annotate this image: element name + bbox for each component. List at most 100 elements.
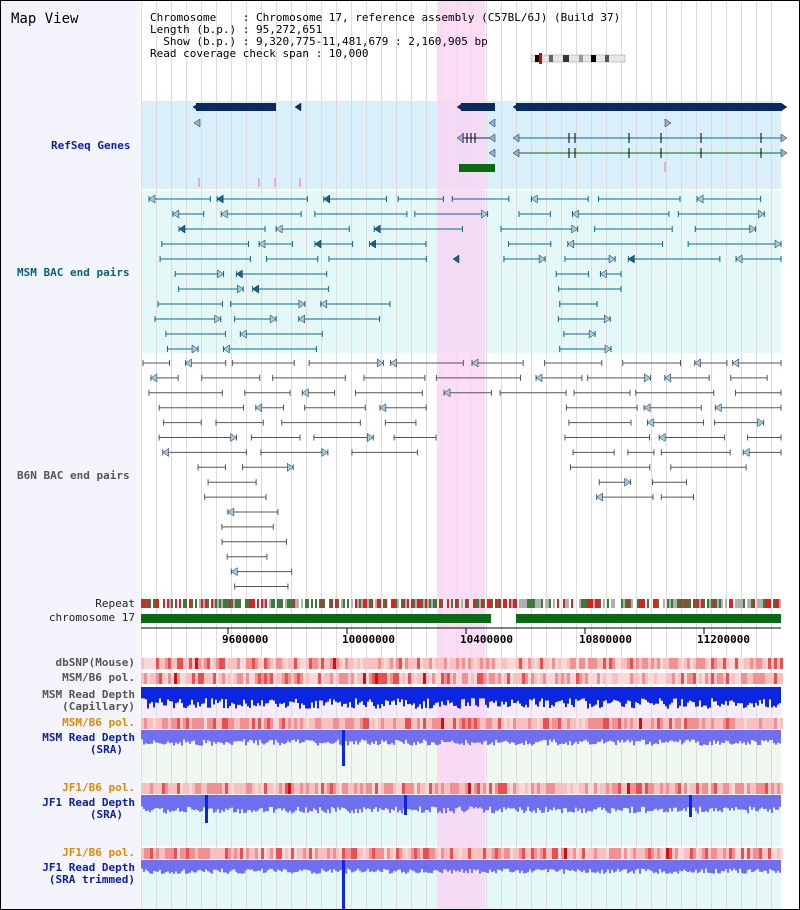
read-depth-bar — [361, 860, 363, 873]
polymorphism-bin — [327, 848, 330, 859]
read-depth-bar — [235, 687, 237, 709]
polymorphism-bin — [492, 718, 495, 729]
polymorphism-bin — [369, 718, 372, 729]
track-label-b6n-bac[interactable]: B6N BAC end pairs — [17, 469, 130, 482]
polymorphism-bin — [435, 718, 438, 729]
polymorphism-bin — [504, 718, 507, 729]
read-depth-bar — [565, 687, 567, 708]
read-depth-bar — [245, 687, 247, 704]
track-label-msm-b6-pol-1[interactable]: MSM/B6 pol. — [62, 671, 135, 684]
read-depth-bar — [221, 730, 223, 743]
track-label-refseq[interactable]: RefSeq Genes — [51, 139, 131, 152]
repeat-mark — [487, 599, 489, 608]
read-depth-bar — [201, 730, 203, 746]
polymorphism-bin — [375, 848, 378, 859]
read-depth-bar — [535, 687, 537, 705]
polymorphism-bin — [672, 783, 675, 794]
read-depth-bar — [273, 687, 275, 701]
track-label-msm-bac[interactable]: MSM BAC end pairs — [17, 266, 130, 279]
repeat-mark — [207, 599, 209, 608]
read-depth-bar — [409, 795, 411, 810]
polymorphism-bin — [357, 718, 360, 729]
read-depth-bar — [185, 730, 187, 743]
read-depth-bar — [741, 687, 743, 704]
b6n-bac-pair-arrow — [664, 373, 672, 383]
polymorphism-bin — [432, 658, 435, 669]
track-label-msm-b6-pol-2[interactable]: MSM/B6 pol. — [62, 716, 135, 729]
polymorphism-bin — [486, 848, 489, 859]
read-depth-bar — [653, 687, 655, 705]
read-depth-bar — [233, 860, 235, 870]
read-depth-bar — [453, 795, 455, 814]
read-depth-bar — [597, 795, 599, 808]
b6n-bac-pair-arrow — [643, 403, 651, 413]
read-depth-bar — [453, 860, 455, 870]
polymorphism-bin — [705, 658, 708, 669]
polymorphism-bin — [570, 673, 573, 684]
read-depth-bar — [391, 795, 393, 810]
polymorphism-bin — [201, 718, 204, 729]
read-depth-bar — [317, 730, 319, 746]
polymorphism-bin — [777, 673, 780, 684]
polymorphism-bin — [273, 848, 276, 859]
polymorphism-bin — [231, 783, 234, 794]
polymorphism-bin — [243, 718, 246, 729]
track-label-jf1-b6-pol-1[interactable]: JF1/B6 pol. — [62, 781, 135, 794]
repeat-mark — [307, 599, 309, 608]
read-depth-bar — [333, 860, 335, 870]
read-depth-bar — [173, 860, 175, 874]
track-label-chromosome[interactable]: chromosome 17 — [48, 611, 135, 624]
read-depth-bar — [215, 795, 217, 812]
read-depth-bar — [553, 730, 555, 740]
polymorphism-bin — [723, 673, 726, 684]
track-label-msm-depth-capillary[interactable]: MSM Read Depth — [42, 688, 135, 701]
polymorphism-bin — [213, 848, 216, 859]
read-depth-bar — [773, 795, 775, 808]
read-depth-bar — [693, 795, 695, 808]
polymorphism-bin — [696, 848, 699, 859]
repeat-mark — [687, 599, 689, 608]
read-depth-bar — [381, 795, 383, 810]
polymorphism-bin — [264, 673, 267, 684]
polymorphism-bin — [624, 848, 627, 859]
read-depth-bar — [161, 860, 163, 874]
track-label-dbsnp[interactable]: dbSNP(Mouse) — [55, 656, 135, 669]
read-depth-bar — [141, 795, 143, 807]
read-depth-bar — [523, 730, 525, 746]
polymorphism-bin — [483, 658, 486, 669]
read-depth-bar — [439, 860, 441, 873]
polymorphism-bin — [327, 783, 330, 794]
polymorphism-bin — [678, 658, 681, 669]
read-depth-bar — [593, 687, 595, 706]
polymorphism-bin — [603, 783, 606, 794]
read-depth-bar — [369, 795, 371, 810]
b6n-bac-pair-arrow — [162, 447, 169, 457]
polymorphism-bin — [690, 848, 693, 859]
read-depth-bar — [527, 860, 529, 873]
track-label-jf1-depth-sra[interactable]: JF1 Read Depth — [42, 796, 135, 809]
repeat-mark — [625, 599, 627, 608]
track-label-repeat[interactable]: Repeat — [95, 597, 135, 610]
track-label-jf1-b6-pol-2[interactable]: JF1/B6 pol. — [62, 846, 135, 859]
read-depth-bar — [555, 730, 557, 743]
read-depth-bar — [167, 730, 169, 742]
repeat-mark — [455, 599, 457, 608]
read-depth-bar — [701, 860, 703, 870]
read-depth-bar — [701, 795, 703, 812]
polymorphism-bin — [663, 718, 666, 729]
polymorphism-bin — [552, 783, 555, 794]
read-depth-bar — [181, 795, 183, 811]
read-depth-bar — [531, 730, 533, 746]
polymorphism-bin — [582, 783, 585, 794]
polymorphism-bin — [594, 673, 597, 684]
read-depth-bar — [243, 860, 245, 874]
polymorphism-bin — [558, 658, 561, 669]
polymorphism-bin — [432, 848, 435, 859]
track-label-jf1-depth-trimmed[interactable]: JF1 Read Depth — [42, 861, 135, 874]
read-depth-bar — [231, 687, 233, 703]
polymorphism-bin — [681, 673, 684, 684]
read-depth-bar — [337, 730, 339, 740]
track-label-msm-depth-sra[interactable]: MSM Read Depth — [42, 731, 135, 744]
read-depth-bar — [491, 795, 493, 814]
